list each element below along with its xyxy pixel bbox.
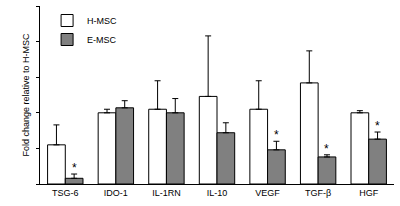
svg-text:E-MSC: E-MSC	[87, 35, 117, 45]
svg-text:IL-10: IL-10	[207, 188, 228, 198]
svg-text:*: *	[72, 161, 77, 175]
svg-text:TGF-β: TGF-β	[305, 188, 331, 198]
svg-text:VEGF: VEGF	[255, 188, 280, 198]
svg-text:IL-1RN: IL-1RN	[152, 188, 181, 198]
svg-text:*: *	[375, 119, 380, 133]
svg-text:IDO-1: IDO-1	[104, 188, 128, 198]
svg-text:*: *	[274, 128, 279, 142]
svg-text:H-MSC: H-MSC	[87, 16, 117, 26]
svg-text:Fold change relative to H-MSC: Fold change relative to H-MSC	[21, 33, 31, 157]
svg-text:HGF: HGF	[359, 188, 379, 198]
svg-text:TSG-6: TSG-6	[52, 188, 79, 198]
svg-text:*: *	[324, 142, 329, 156]
